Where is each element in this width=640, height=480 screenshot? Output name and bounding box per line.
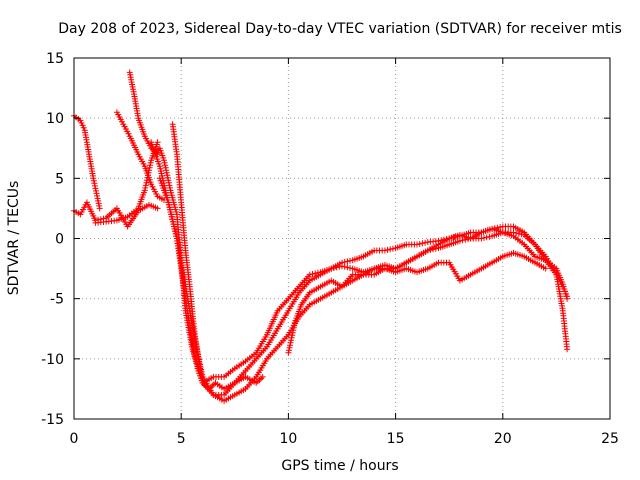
data-point: [481, 234, 487, 241]
data-point: [347, 257, 353, 264]
x-axis-label: GPS time / hours: [281, 458, 398, 474]
data-point: [478, 235, 485, 242]
data-point: [564, 293, 571, 300]
data-point: [328, 265, 335, 272]
chart-title: Day 208 of 2023, Sidereal Day-to-day VTE…: [58, 21, 622, 37]
data-point: [154, 205, 161, 212]
data-point: [154, 139, 161, 146]
data-point: [259, 373, 266, 380]
series-track-2: [71, 112, 103, 212]
series-track-10: [285, 249, 549, 356]
data-point: [510, 229, 517, 236]
y-tick-labels: -15 -10 -5 0 5 10 15: [41, 51, 64, 428]
data-point: [341, 263, 348, 270]
data-point: [96, 205, 103, 212]
data-point: [414, 241, 420, 248]
data-point: [497, 224, 504, 231]
data-point: [290, 327, 297, 334]
x-tick-labels: 0 5 10 15 20 25: [70, 431, 619, 447]
x-tick-label: 0: [70, 431, 79, 447]
data-point: [309, 271, 316, 277]
data-point: [518, 231, 525, 238]
series-track-1: [71, 199, 161, 230]
data-point: [331, 265, 337, 271]
data-point: [336, 263, 343, 270]
data-point: [486, 233, 493, 240]
grid-lines: [74, 58, 610, 419]
data-point: [344, 258, 351, 265]
data-point: [416, 240, 423, 247]
data-point: [494, 224, 501, 231]
data-point: [422, 239, 429, 246]
x-tick-label: 15: [387, 431, 405, 447]
data-point: [456, 237, 463, 244]
series-line: [159, 178, 568, 402]
series-track-8: [156, 175, 571, 404]
data-point: [513, 230, 520, 237]
series-line: [73, 115, 101, 209]
data-point: [491, 225, 498, 232]
data-point: [462, 236, 469, 243]
data-point: [347, 265, 353, 271]
data-point: [489, 225, 496, 232]
y-tick-label: 15: [46, 51, 64, 67]
data-point: [483, 234, 490, 241]
x-tick-label: 25: [601, 431, 619, 447]
y-tick-label: -10: [41, 352, 64, 368]
data-point: [419, 240, 426, 247]
data-point: [387, 246, 394, 253]
data-point: [389, 245, 396, 252]
data-point: [306, 271, 313, 278]
y-tick-label: 5: [55, 171, 64, 187]
data-point: [427, 246, 434, 253]
y-axis-label: SDTVAR / TECUs: [6, 181, 22, 296]
data-point: [432, 245, 439, 252]
x-tick-label: 20: [494, 431, 512, 447]
y-tick-label: 10: [46, 111, 64, 127]
data-point: [430, 246, 437, 253]
y-tick-label: -15: [41, 412, 64, 428]
data-point: [384, 246, 391, 253]
series-layer: [71, 69, 571, 404]
data-point: [459, 237, 466, 244]
data-point: [142, 182, 149, 189]
data-point: [339, 263, 345, 270]
data-point: [333, 264, 340, 271]
series-track-6: [152, 145, 571, 386]
axis-ticks: [73, 57, 611, 420]
y-tick-label: 0: [55, 232, 64, 248]
series-line: [155, 147, 568, 384]
data-point: [424, 247, 431, 254]
data-point: [515, 230, 522, 237]
data-point: [312, 270, 319, 277]
data-point: [465, 236, 471, 243]
x-tick-label: 5: [177, 431, 186, 447]
data-point: [564, 346, 571, 353]
y-tick-label: -5: [50, 292, 64, 308]
data-point: [344, 264, 351, 271]
x-tick-label: 10: [279, 431, 297, 447]
data-point: [542, 265, 549, 272]
series-track-9: [169, 121, 266, 392]
data-point: [381, 247, 388, 254]
